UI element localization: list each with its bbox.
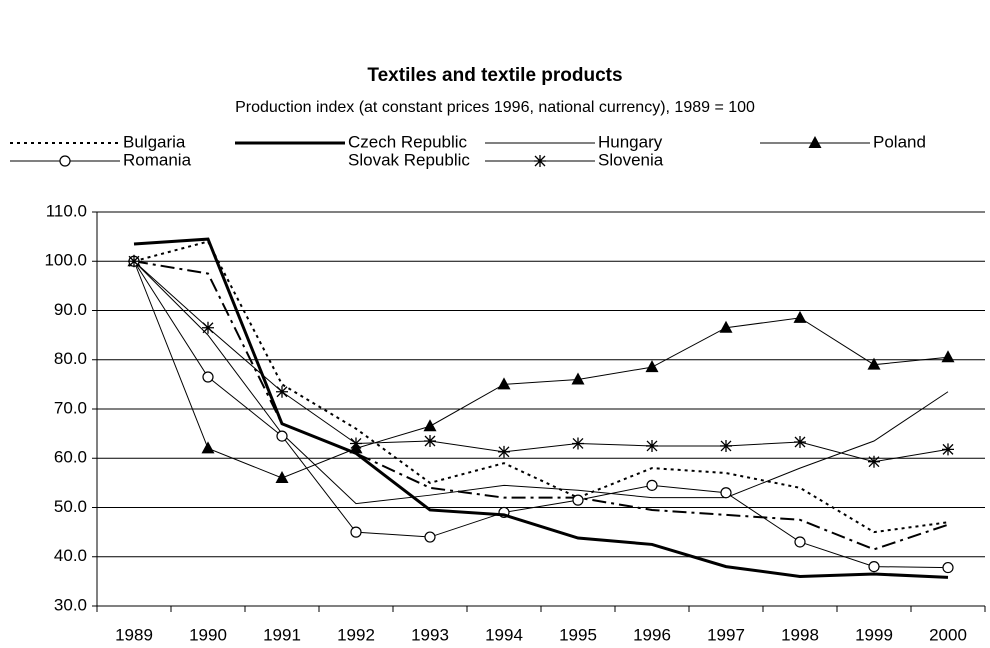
legend-label: Bulgaria [123,132,186,151]
marker-star [794,435,806,448]
y-tick-label: 100.0 [44,251,87,270]
x-tick-label: 1990 [189,625,227,644]
marker-star [498,445,510,458]
marker-circle [59,155,71,167]
marker-star [572,437,584,450]
legend-label: Slovak Republic [348,150,470,169]
marker-circle [202,371,214,383]
y-tick-label: 80.0 [54,349,87,368]
series-line [133,240,949,534]
marker-circle [868,560,880,573]
y-tick-label: 50.0 [54,497,87,516]
marker-triangle [201,441,215,454]
marker-star [276,385,288,398]
marker-star [868,455,880,468]
marker-star [534,155,546,167]
x-tick-label: 1999 [855,625,893,644]
legend-label: Romania [123,150,192,169]
series-line [133,260,949,569]
series-line [133,260,949,551]
marker-circle [942,561,954,574]
marker-triangle [719,320,733,333]
marker-star [424,435,436,448]
y-tick-label: 90.0 [54,300,87,319]
x-tick-label: 1993 [411,625,449,644]
x-tick-label: 2000 [929,625,967,644]
chart-title: Textiles and textile products [367,65,622,86]
marker-triangle [571,372,585,385]
chart-subtitle: Production index (at constant prices 199… [235,99,755,116]
x-tick-label: 1992 [337,625,375,644]
series-line [133,261,949,479]
series-line [133,260,949,463]
legend-label: Poland [873,132,926,151]
y-tick-label: 110.0 [46,201,87,220]
y-tick-label: 40.0 [54,546,87,565]
marker-circle [794,536,806,548]
marker-circle [646,479,658,491]
x-tick-label: 1994 [485,625,523,644]
marker-circle [572,494,584,506]
legend-label: Hungary [598,132,663,151]
x-tick-label: 1998 [781,625,819,644]
marker-triangle [793,310,807,323]
marker-star [720,439,732,452]
series-line [133,237,949,579]
marker-triangle [423,419,437,432]
marker-triangle [941,350,955,363]
marker-circle [276,430,288,442]
marker-circle [350,526,362,538]
marker-triangle [497,377,511,390]
marker-star [128,255,140,268]
marker-triangle [808,136,822,148]
y-tick-label: 70.0 [54,398,87,417]
legend-label: Czech Republic [348,132,468,151]
marker-star [202,321,214,334]
marker-triangle [275,470,289,483]
marker-circle [424,531,436,543]
marker-star [646,439,658,452]
x-tick-label: 1997 [707,625,745,644]
series-line [133,260,949,505]
marker-circle [720,487,732,499]
legend-label: Slovenia [598,150,664,169]
x-tick-label: 1991 [263,625,301,644]
marker-triangle [867,357,881,370]
x-tick-label: 1996 [633,625,671,644]
marker-triangle [645,360,659,373]
marker-star [942,443,954,456]
marker-star [350,437,362,450]
x-tick-label: 1989 [115,625,153,644]
y-tick-label: 30.0 [54,595,87,614]
x-tick-label: 1995 [559,625,597,644]
y-tick-label: 60.0 [54,448,87,467]
